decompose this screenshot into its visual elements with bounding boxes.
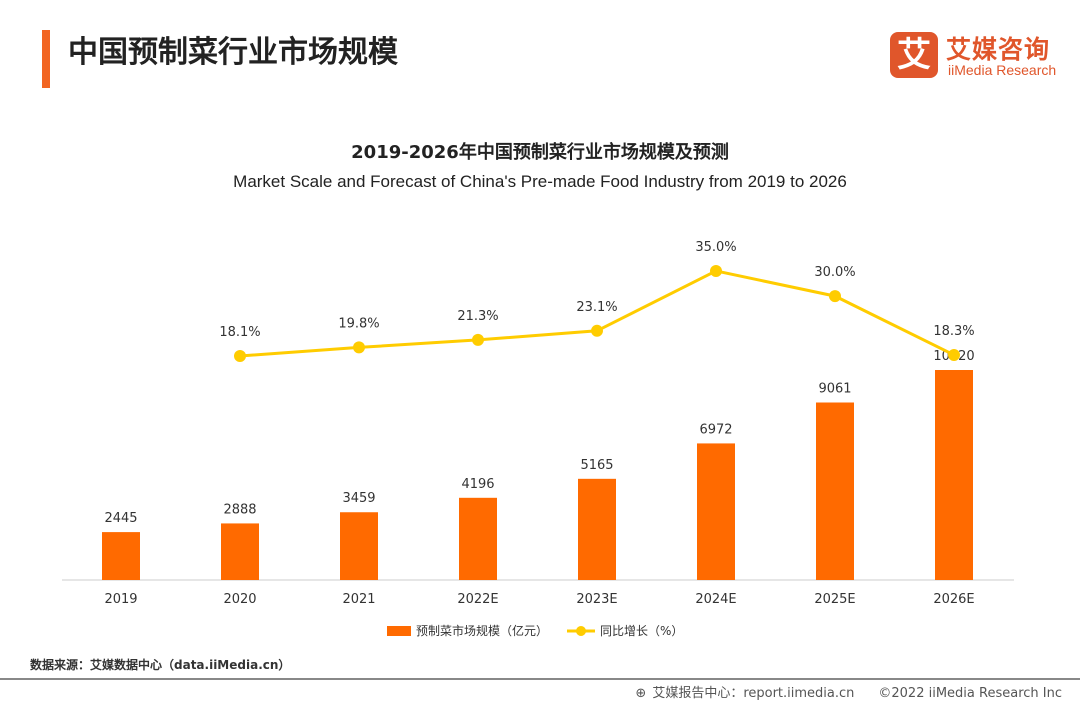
growth-label-2020: 18.1%	[219, 325, 260, 340]
footer-report-link[interactable]: 艾媒报告中心：report.iimedia.cn	[652, 686, 855, 701]
growth-label-2023E: 23.1%	[576, 300, 617, 315]
bar-2019	[102, 532, 140, 580]
growth-point-2026E	[948, 348, 960, 361]
x-tick-label-2020: 2020	[223, 592, 256, 607]
page-title: 中国预制菜行业市场规模	[68, 35, 398, 70]
globe-cursor-icon: ⊕	[635, 686, 647, 701]
chart-subtitle: Market Scale and Forecast of China's Pre…	[233, 172, 847, 191]
bar-label-2025E: 9061	[818, 381, 851, 396]
bar-2023E	[578, 478, 616, 580]
bar-label-2023E: 5165	[580, 458, 613, 473]
growth-label-2021: 19.8%	[338, 316, 379, 331]
title-accent-bar	[42, 30, 50, 88]
growth-label-2022E: 21.3%	[457, 309, 498, 324]
bar-2022E	[459, 497, 497, 580]
x-tick-label-2024E: 2024E	[695, 592, 736, 607]
bar-label-2024E: 6972	[699, 422, 732, 437]
bar-2026E	[935, 370, 973, 580]
x-tick-label-2021: 2021	[342, 592, 375, 607]
bar-2020	[221, 523, 259, 580]
footer-copyright: ©2022 iiMedia Research Inc	[878, 686, 1062, 701]
footer: ⊕ 艾媒报告中心：report.iimedia.cn ©2022 iiMedia R…	[629, 682, 1062, 701]
chart-title: 2019-2026年中国预制菜行业市场规模及预测	[351, 142, 729, 163]
legend-bar-swatch	[387, 626, 411, 636]
growth-point-2021	[353, 341, 365, 354]
footer-divider	[0, 678, 1080, 680]
bar-label-2022E: 4196	[461, 477, 494, 492]
legend-line-label: 同比增长（%）	[600, 624, 683, 638]
bar-2021	[340, 512, 378, 580]
growth-point-2023E	[591, 324, 603, 337]
x-tick-label-2026E: 2026E	[933, 592, 974, 607]
legend-bar-label: 预制菜市场规模（亿元）	[416, 623, 548, 638]
bar-label-2021: 3459	[342, 491, 375, 506]
x-tick-label-2023E: 2023E	[576, 592, 617, 607]
growth-label-2025E: 30.0%	[814, 265, 855, 280]
bar-2024E	[697, 443, 735, 580]
bar-label-2019: 2445	[104, 511, 137, 526]
bar-2025E	[816, 402, 854, 580]
x-tick-label-2025E: 2025E	[814, 592, 855, 607]
logo-text-cn: 艾媒咨询	[946, 35, 1051, 64]
growth-label-2026E: 18.3%	[933, 324, 974, 339]
bar-label-2020: 2888	[223, 502, 256, 517]
growth-point-2024E	[710, 264, 722, 277]
source-note: 数据来源：艾媒数据中心（data.iiMedia.cn）	[30, 658, 291, 672]
growth-point-2022E	[472, 333, 484, 346]
growth-point-2025E	[829, 290, 841, 303]
x-tick-label-2019: 2019	[104, 592, 137, 607]
growth-point-2020	[234, 349, 246, 362]
x-tick-label-2022E: 2022E	[457, 592, 498, 607]
legend-line-marker	[576, 626, 586, 636]
logo-icon: 艾	[890, 32, 938, 78]
logo-text-en: iiMedia Research	[948, 62, 1057, 78]
growth-label-2024E: 35.0%	[695, 240, 736, 255]
